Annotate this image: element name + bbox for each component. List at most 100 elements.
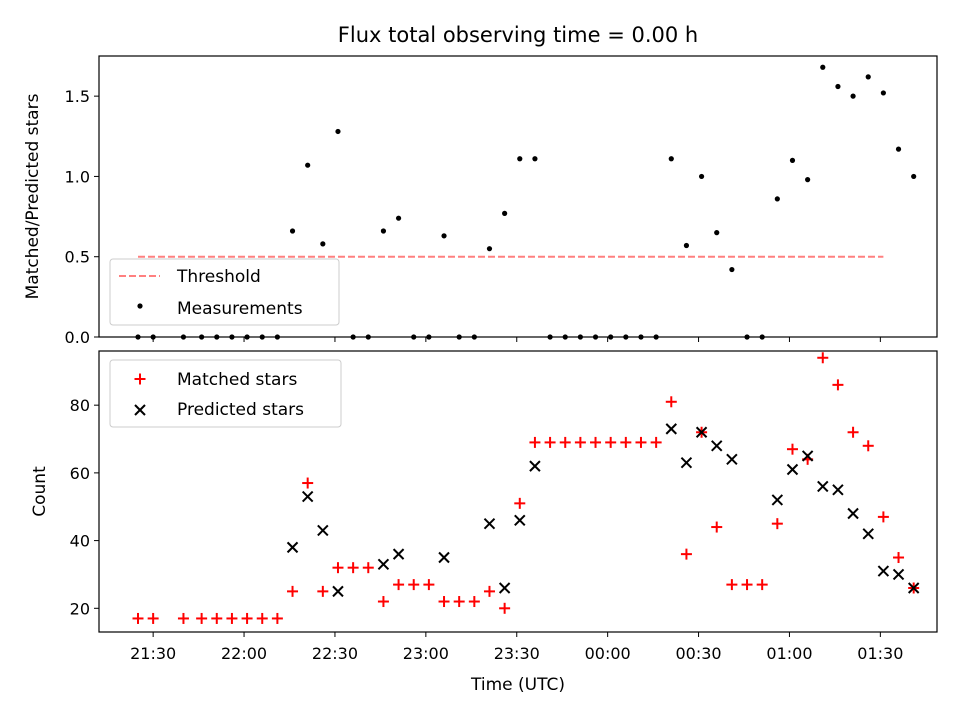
predicted-point-b bbox=[514, 514, 526, 526]
ratio-y-tick-label: 0.5 bbox=[65, 248, 90, 267]
measurement-point bbox=[865, 74, 871, 80]
measurement-point bbox=[835, 83, 841, 90]
matched-point bbox=[559, 436, 571, 448]
count-x-ticks: 21:30 22:00 22:30 23:00 23:30 00:00 00:30 01:00… bbox=[130, 632, 903, 663]
legend-matched-swatch bbox=[134, 373, 146, 385]
matched-point bbox=[893, 552, 905, 564]
count-panel: 20 40 60 80 21:30 22:00 22:30 23:00 23:30 00:00 0… bbox=[30, 350, 938, 695]
matched-point bbox=[529, 436, 541, 448]
matched-point bbox=[756, 579, 768, 591]
measurement-point bbox=[911, 173, 917, 180]
predicted-point bbox=[377, 558, 390, 570]
predicted-points bbox=[286, 423, 920, 598]
predicted-point-b bbox=[498, 582, 511, 594]
predicted-point bbox=[907, 582, 920, 594]
matched-point bbox=[241, 612, 253, 624]
count-x-tick-label: 01:30 bbox=[857, 644, 903, 663]
measurement-point bbox=[714, 230, 720, 236]
matched-point bbox=[590, 436, 602, 448]
predicted-point bbox=[771, 494, 784, 506]
matched-point bbox=[132, 612, 144, 624]
ratio-y-tick-label: 1.0 bbox=[65, 167, 90, 186]
ratio-y-tick-label: 1.5 bbox=[65, 87, 90, 106]
predicted-point bbox=[438, 551, 450, 564]
measurement-point bbox=[502, 210, 508, 216]
predicted-point bbox=[726, 453, 738, 466]
ratio-panel: 0.0 0.5 1.0 1.5 Matched/Predicted stars Thr… bbox=[23, 55, 938, 347]
matched-point bbox=[453, 596, 465, 608]
count-y-tick-label: 40 bbox=[70, 532, 90, 551]
predicted-point-b bbox=[726, 453, 738, 466]
x-axis-label: Time (UTC) bbox=[470, 675, 565, 695]
ratio-legend: Threshold Measurements bbox=[109, 258, 340, 326]
predicted-point-b bbox=[438, 551, 450, 564]
legend-matched-label: Matched stars bbox=[177, 370, 297, 390]
matched-point bbox=[771, 518, 783, 530]
count-x-tick-label: 22:00 bbox=[221, 644, 267, 663]
legend-predicted-swatch-b bbox=[134, 404, 146, 416]
predicted-point-b bbox=[332, 585, 344, 598]
matched-point bbox=[196, 612, 208, 624]
matched-point bbox=[711, 521, 723, 533]
predicted-point bbox=[665, 423, 677, 435]
matched-point bbox=[362, 562, 374, 574]
predicted-point bbox=[529, 460, 541, 472]
matched-point bbox=[393, 579, 405, 591]
ratio-y-tick-label: 0.0 bbox=[65, 328, 90, 347]
measurement-point bbox=[380, 228, 387, 234]
predicted-point-b bbox=[680, 457, 693, 469]
measurement-point bbox=[729, 266, 735, 273]
matched-point bbox=[317, 585, 329, 597]
count-x-tick-label: 21:30 bbox=[130, 644, 176, 663]
predicted-point-b bbox=[907, 582, 920, 594]
predicted-point bbox=[301, 490, 314, 503]
measurement-point bbox=[668, 156, 674, 162]
ratio-axes-frame bbox=[98, 55, 938, 338]
ratio-y-axis-label: Matched/Predicted stars bbox=[23, 93, 43, 299]
matched-point bbox=[347, 562, 359, 574]
matched-point bbox=[271, 612, 283, 624]
predicted-point-b bbox=[392, 548, 405, 560]
count-x-tick-label: 22:30 bbox=[312, 644, 358, 663]
matched-point bbox=[726, 579, 738, 591]
matched-point bbox=[847, 426, 859, 438]
count-x-tick-label: 23:30 bbox=[494, 644, 540, 663]
matched-point bbox=[377, 596, 389, 608]
predicted-point-b bbox=[847, 507, 859, 520]
matched-point bbox=[423, 579, 435, 591]
predicted-point-b bbox=[377, 558, 390, 570]
count-axes-frame bbox=[98, 350, 938, 633]
predicted-point-b bbox=[862, 528, 874, 540]
predicted-point-b bbox=[695, 426, 708, 438]
predicted-point bbox=[483, 517, 496, 530]
count-x-tick-label: 23:00 bbox=[403, 644, 449, 663]
predicted-point-b bbox=[801, 450, 814, 462]
matched-point bbox=[786, 443, 798, 455]
matched-point bbox=[665, 396, 677, 408]
predicted-point bbox=[801, 450, 814, 462]
matched-point bbox=[605, 436, 617, 448]
count-legend-box bbox=[109, 359, 342, 428]
measurement-point bbox=[532, 156, 538, 162]
predicted-point bbox=[392, 548, 405, 560]
matched-point bbox=[177, 612, 189, 624]
predicted-point bbox=[862, 528, 874, 540]
matched-point bbox=[302, 477, 314, 489]
matched-point bbox=[635, 436, 647, 448]
matched-point bbox=[650, 436, 662, 448]
predicted-point-b bbox=[786, 463, 799, 476]
matched-point bbox=[620, 436, 632, 448]
predicted-point-b bbox=[892, 568, 905, 581]
chart-title: Flux total observing time = 0.00 h bbox=[338, 23, 698, 47]
matched-point bbox=[468, 596, 480, 608]
measurement-point bbox=[335, 128, 341, 135]
count-y-axis-label: Count bbox=[30, 466, 50, 517]
measurement-point bbox=[305, 162, 311, 168]
legend-threshold-label: Threshold bbox=[176, 267, 261, 287]
predicted-point-b bbox=[301, 490, 314, 503]
predicted-point-b bbox=[286, 541, 299, 554]
predicted-point bbox=[877, 565, 890, 577]
matched-point bbox=[256, 612, 268, 624]
predicted-point bbox=[786, 463, 799, 476]
matched-points bbox=[132, 352, 920, 624]
